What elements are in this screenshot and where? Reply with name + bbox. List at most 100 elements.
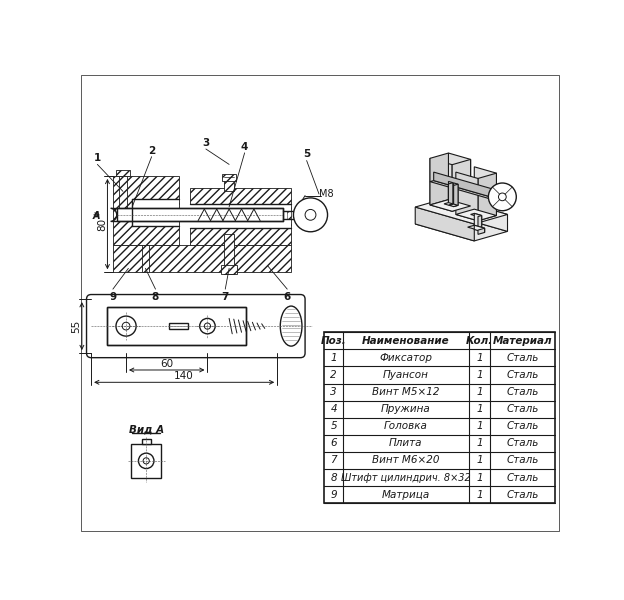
FancyBboxPatch shape [87,295,305,358]
Bar [190,205,291,227]
Bar [190,187,291,245]
Polygon shape [474,225,485,232]
Text: Сталь: Сталь [507,490,539,500]
Text: Сталь: Сталь [507,455,539,466]
Text: Матрица: Матрица [382,490,430,500]
Text: 80: 80 [97,218,107,230]
Text: А: А [93,211,100,221]
Text: 8: 8 [331,473,337,482]
Bar [119,176,127,218]
Circle shape [489,183,516,211]
Polygon shape [430,158,452,211]
Text: Винт М5×12: Винт М5×12 [372,387,439,397]
Text: 6: 6 [331,439,337,448]
Text: М8: М8 [319,189,334,199]
Text: Сталь: Сталь [507,370,539,380]
Polygon shape [449,181,453,204]
Polygon shape [415,214,507,241]
Polygon shape [415,207,474,241]
Polygon shape [430,153,449,205]
Text: 1: 1 [476,404,483,414]
Polygon shape [430,200,470,211]
Text: Сталь: Сталь [507,421,539,431]
Text: 8: 8 [152,292,159,302]
Text: 9: 9 [109,292,117,302]
Text: 2: 2 [331,370,337,380]
Text: Сталь: Сталь [507,387,539,397]
Text: 1: 1 [476,353,483,363]
Text: Сталь: Сталь [507,353,539,363]
Polygon shape [449,197,507,232]
Polygon shape [452,160,470,211]
Polygon shape [449,182,453,205]
Polygon shape [444,203,453,205]
Text: Поз.: Поз. [321,336,346,346]
Polygon shape [478,173,497,221]
Text: 2: 2 [148,146,155,155]
Text: 1: 1 [476,439,483,448]
Text: 1: 1 [476,455,483,466]
Polygon shape [449,153,470,206]
Text: 5: 5 [331,421,337,431]
Bar [222,173,236,181]
Polygon shape [474,167,497,215]
Bar [132,199,178,226]
Polygon shape [449,204,458,206]
Text: Фиксатор: Фиксатор [379,353,432,363]
Text: 3: 3 [202,138,210,148]
Text: 7: 7 [331,455,337,466]
Polygon shape [478,228,485,235]
Bar [116,170,130,176]
Text: Материал: Материал [493,336,553,346]
Polygon shape [454,183,458,205]
Text: Пуансон: Пуансон [383,370,429,380]
Text: 60: 60 [160,359,173,369]
Text: 6: 6 [284,292,291,302]
Text: Сталь: Сталь [507,473,539,482]
Bar [142,245,149,272]
Text: Пружина: Пружина [381,404,431,414]
Text: 1: 1 [476,421,483,431]
Text: Кол.: Кол. [466,336,493,346]
Text: 3: 3 [331,387,337,397]
Bar [117,208,283,221]
Text: 7: 7 [222,292,229,302]
Polygon shape [434,172,504,200]
Text: 1: 1 [476,490,483,500]
Bar [295,212,298,218]
Polygon shape [456,172,478,221]
Text: Сталь: Сталь [507,439,539,448]
Text: 1: 1 [331,353,337,363]
Bar [113,245,291,272]
Bar [142,439,151,443]
Text: Наименование: Наименование [362,336,450,346]
Polygon shape [456,209,497,221]
Text: Сталь: Сталь [507,404,539,414]
Polygon shape [467,225,485,230]
Text: 1: 1 [94,153,101,163]
Bar [222,265,237,274]
Polygon shape [470,214,482,217]
Circle shape [200,319,215,334]
Circle shape [293,198,328,232]
Text: 1: 1 [476,473,483,482]
Text: 4: 4 [331,404,337,414]
Bar [324,332,555,503]
Polygon shape [415,197,507,224]
Text: 9: 9 [331,490,337,500]
Text: Плита: Плита [389,439,422,448]
Text: 5: 5 [303,149,310,160]
Circle shape [305,209,316,220]
Circle shape [139,453,154,469]
Polygon shape [430,181,504,202]
Ellipse shape [280,306,302,346]
Polygon shape [474,214,482,228]
Bar [287,211,291,218]
Bar [225,234,234,272]
Bar [107,307,246,346]
Bar [113,176,178,245]
Bar [132,443,161,478]
Polygon shape [454,184,458,206]
Text: 1: 1 [476,370,483,380]
Text: 4: 4 [241,142,248,152]
